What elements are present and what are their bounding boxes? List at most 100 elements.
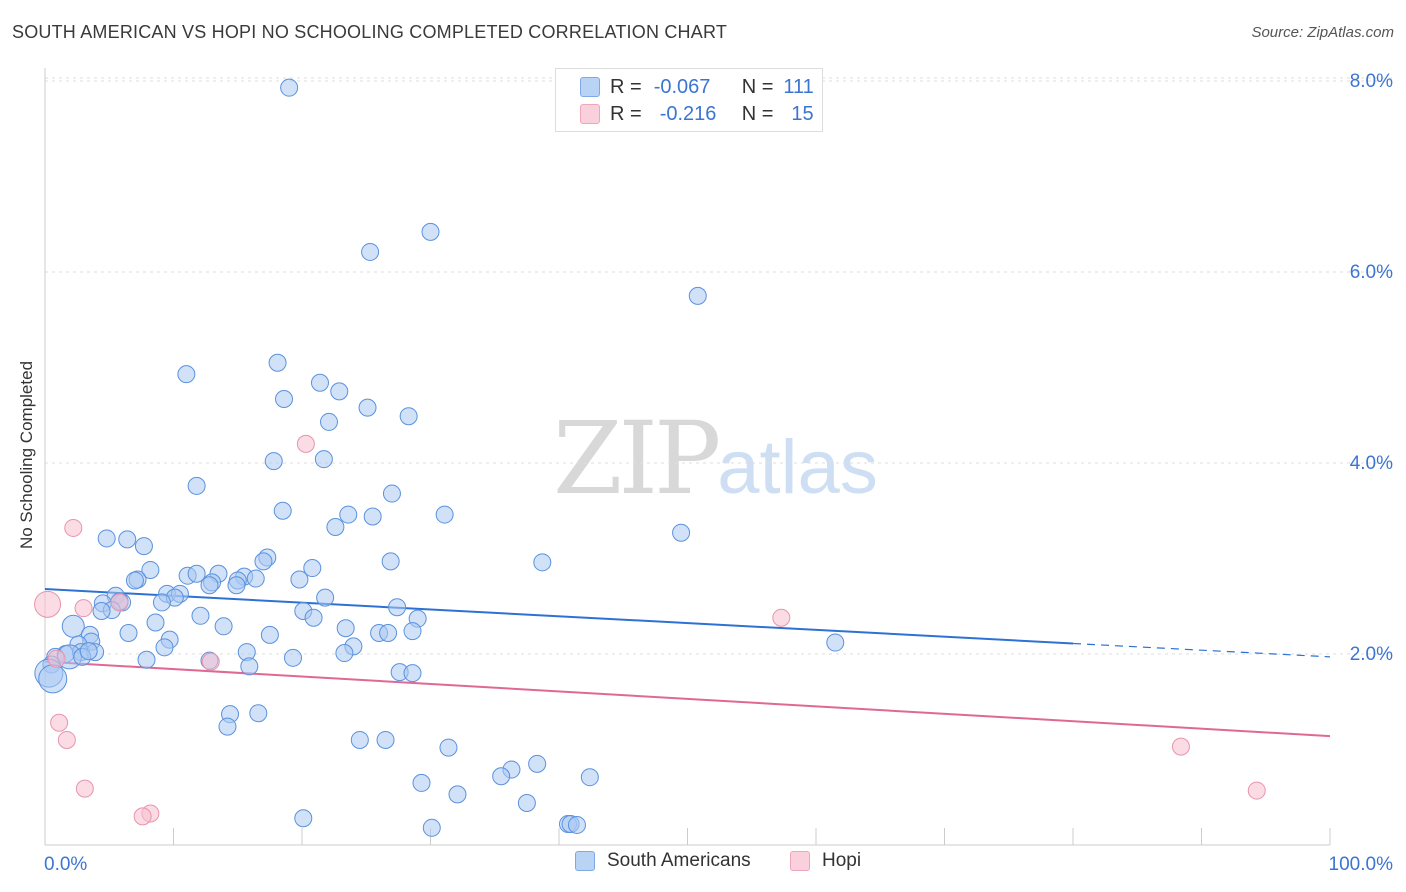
gridlines xyxy=(45,77,1392,655)
r-label: R = xyxy=(610,102,642,125)
legend-item-hopi[interactable]: Hopi xyxy=(790,850,861,872)
south-american-point xyxy=(246,569,265,588)
south-american-point xyxy=(200,576,219,595)
hopi-swatch xyxy=(580,104,600,124)
south-american-point xyxy=(336,619,355,638)
south-american-point xyxy=(152,593,171,612)
r-label: R = xyxy=(610,75,642,98)
y-tick-label: 2.0% xyxy=(1350,644,1393,665)
n-label: N = xyxy=(741,75,774,98)
series-legend: South Americans Hopi xyxy=(0,850,1406,880)
south-american-point xyxy=(141,560,160,579)
south-american-point xyxy=(38,664,68,694)
legend-row-hopi: R = -0.216 N = 15 xyxy=(580,102,814,126)
y-tick-label: 8.0% xyxy=(1350,71,1393,92)
hopi-point xyxy=(296,434,315,453)
x-tick-label-min: 0.0% xyxy=(44,854,87,875)
south-american-point xyxy=(319,412,338,431)
south-american-point xyxy=(826,633,845,652)
south-american-point xyxy=(92,602,111,621)
south-american-point xyxy=(249,704,268,723)
south-american-point xyxy=(381,552,400,571)
south-american-point xyxy=(97,529,116,548)
south-american-point xyxy=(316,588,335,607)
n-value: 15 xyxy=(791,102,814,125)
hopi-points xyxy=(34,434,1266,826)
y-tick-label: 6.0% xyxy=(1350,262,1393,283)
south-american-point xyxy=(275,390,294,409)
south-american-point xyxy=(517,793,536,812)
n-value: 111 xyxy=(783,75,814,98)
legend-label: South Americans xyxy=(607,850,751,871)
r-value: -0.216 xyxy=(659,102,717,125)
south-american-point xyxy=(290,570,309,589)
south-americans-swatch xyxy=(580,77,600,97)
south-americans-trend-extension xyxy=(1072,642,1331,658)
south-american-point xyxy=(187,476,206,495)
south-american-point xyxy=(304,608,323,627)
south-american-point xyxy=(79,642,98,661)
south-american-point xyxy=(448,785,467,804)
south-american-point xyxy=(254,552,273,571)
south-american-point xyxy=(379,623,398,642)
n-label: N = xyxy=(741,102,774,125)
hopi-point xyxy=(34,590,62,618)
south-american-point xyxy=(264,452,283,471)
source-credit: Source: ZipAtlas.com xyxy=(1251,24,1394,41)
south-american-point xyxy=(388,598,407,617)
south-american-point xyxy=(155,638,174,657)
y-tick-label: 4.0% xyxy=(1350,453,1393,474)
south-american-point xyxy=(191,606,210,625)
south-american-point xyxy=(326,517,345,536)
hopi-point xyxy=(50,713,69,732)
south-american-point xyxy=(146,613,165,632)
south-american-point xyxy=(268,353,287,372)
hopi-point xyxy=(57,730,76,749)
south-american-point xyxy=(412,773,431,792)
south-american-point xyxy=(330,382,349,401)
hopi-point xyxy=(75,779,94,798)
hopi-point xyxy=(47,649,66,668)
south-american-point xyxy=(439,738,458,757)
south-american-point xyxy=(125,571,144,590)
r-value: -0.067 xyxy=(653,75,711,98)
axes xyxy=(44,68,1331,846)
south-americans-legend-swatch xyxy=(575,851,595,871)
south-american-point xyxy=(350,730,369,749)
south-american-point xyxy=(403,622,422,641)
south-american-point xyxy=(119,623,138,642)
south-american-point xyxy=(280,78,299,97)
south-american-point xyxy=(260,625,279,644)
trend-lines xyxy=(44,588,1331,738)
hopi-point xyxy=(64,518,83,537)
south-american-point xyxy=(294,809,313,828)
south-americans-points xyxy=(34,78,845,837)
south-american-point xyxy=(528,754,547,773)
hopi-point xyxy=(201,652,220,671)
south-american-point xyxy=(134,537,153,556)
watermark: ZIPatlas xyxy=(553,400,878,517)
legend-row-south-americans: R = -0.067 N = 111 xyxy=(580,75,814,99)
correlation-legend: R = -0.067 N = 111 R = -0.216 N = 15 xyxy=(555,68,823,132)
south-american-point xyxy=(284,648,303,667)
south-american-point xyxy=(314,450,333,469)
south-american-point xyxy=(137,650,156,669)
south-american-point xyxy=(382,484,401,503)
legend-label: Hopi xyxy=(822,850,862,871)
south-american-point xyxy=(118,530,137,549)
hopi-point xyxy=(1247,781,1266,800)
south-american-point xyxy=(403,664,422,683)
south-american-point xyxy=(580,768,599,787)
south-american-point xyxy=(310,373,329,392)
legend-item-south-americans[interactable]: South Americans xyxy=(575,850,751,872)
hopi-trend-line xyxy=(44,660,1331,738)
south-american-point xyxy=(227,576,246,595)
south-american-point xyxy=(303,559,322,578)
watermark-atlas: atlas xyxy=(717,425,878,510)
south-american-point xyxy=(335,644,354,663)
south-american-point xyxy=(422,818,441,837)
south-american-point xyxy=(376,730,395,749)
hopi-point xyxy=(772,608,791,627)
hopi-point xyxy=(133,807,152,826)
